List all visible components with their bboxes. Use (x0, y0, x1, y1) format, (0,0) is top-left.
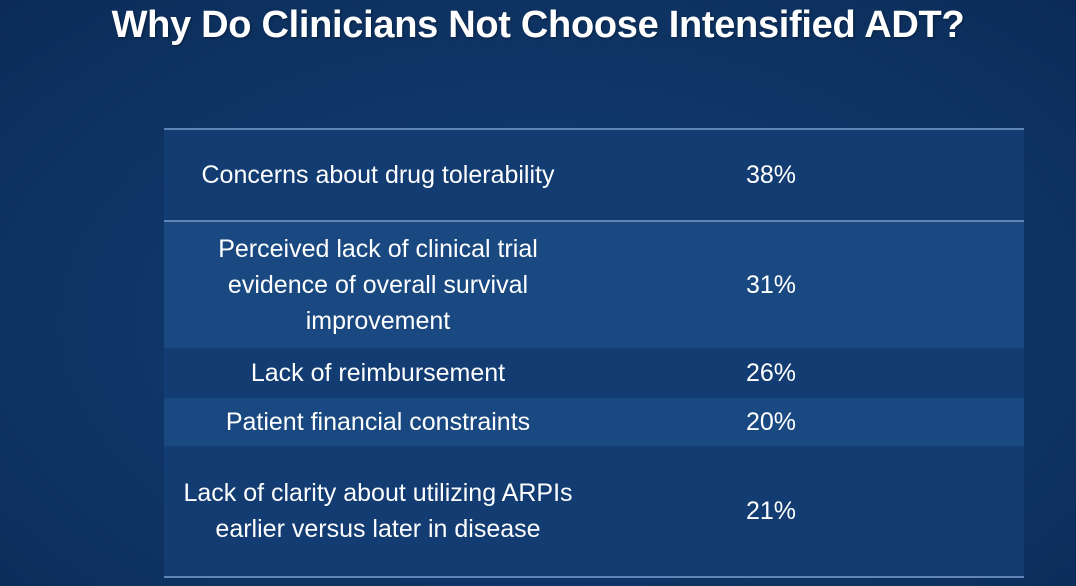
reason-cell: Patient financial constraints (225, 408, 531, 436)
table-row: Lack of clarity about utilizing ARPIs ea… (164, 446, 1024, 576)
reason-cell: Perceived lack of clinical trial evidenc… (218, 235, 538, 335)
slide-title: Why Do Clinicians Not Choose Intensified… (111, 4, 965, 46)
percentage-cell: 20% (745, 408, 797, 436)
percentage-cell: 26% (745, 359, 797, 387)
table-row: Lack of reimbursement 26% (164, 348, 1024, 398)
reason-cell: Concerns about drug tolerability (201, 161, 555, 189)
table-row: Concerns about drug tolerability 38% (164, 130, 1024, 222)
table-row: Patient financial constraints 20% (164, 398, 1024, 446)
reason-cell: Lack of reimbursement (250, 359, 506, 387)
table-row: Perceived lack of clinical trial evidenc… (164, 222, 1024, 348)
reason-cell: Lack of clarity about utilizing ARPIs ea… (183, 479, 573, 543)
percentage-cell: 38% (745, 161, 797, 189)
percentage-cell: 31% (745, 271, 797, 299)
percentage-cell: 21% (745, 497, 797, 525)
reasons-table: Concerns about drug tolerability 38% Per… (164, 128, 1024, 578)
